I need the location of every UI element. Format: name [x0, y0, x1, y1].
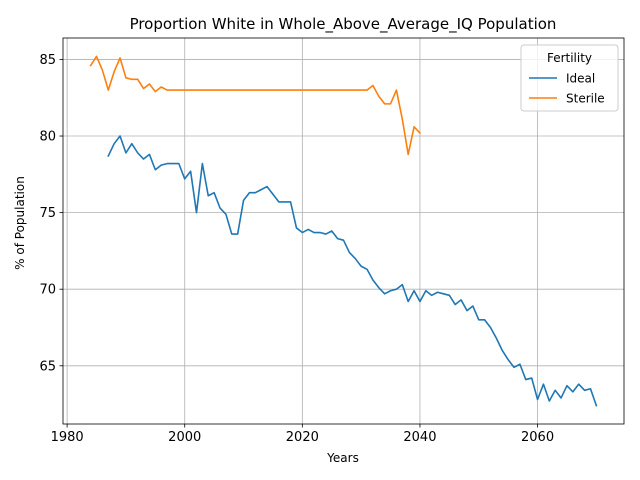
- legend-title: Fertility: [547, 51, 592, 65]
- x-tick-label: 1980: [51, 430, 84, 445]
- series-line-sterile: [89, 55, 422, 156]
- y-tick-label: 70: [39, 283, 56, 298]
- x-tick-label: 2060: [521, 430, 554, 445]
- legend-label-sterile: Sterile: [566, 92, 605, 106]
- axis-ticks: 1980 2000 2020 2040 2060 65 70 75 80 85: [39, 53, 554, 445]
- plot-frame: [62, 37, 625, 425]
- legend-label-ideal: Ideal: [566, 72, 595, 86]
- y-axis-title: % of Population: [13, 176, 27, 270]
- legend: Fertility Ideal Sterile: [520, 44, 619, 112]
- series-lines: [89, 55, 598, 407]
- y-tick-label: 75: [39, 206, 56, 221]
- y-tick-label: 65: [39, 359, 56, 374]
- x-tick-label: 2040: [403, 430, 436, 445]
- x-tick-label: 2020: [286, 430, 319, 445]
- x-axis-title: Years: [326, 451, 359, 465]
- x-tick-label: 2000: [168, 430, 201, 445]
- chart-title: Proportion White in Whole_Above_Average_…: [130, 15, 557, 34]
- legend-box: [520, 44, 619, 112]
- series-line-ideal: [107, 135, 598, 407]
- y-tick-label: 80: [39, 130, 56, 145]
- y-tick-label: 85: [39, 53, 56, 68]
